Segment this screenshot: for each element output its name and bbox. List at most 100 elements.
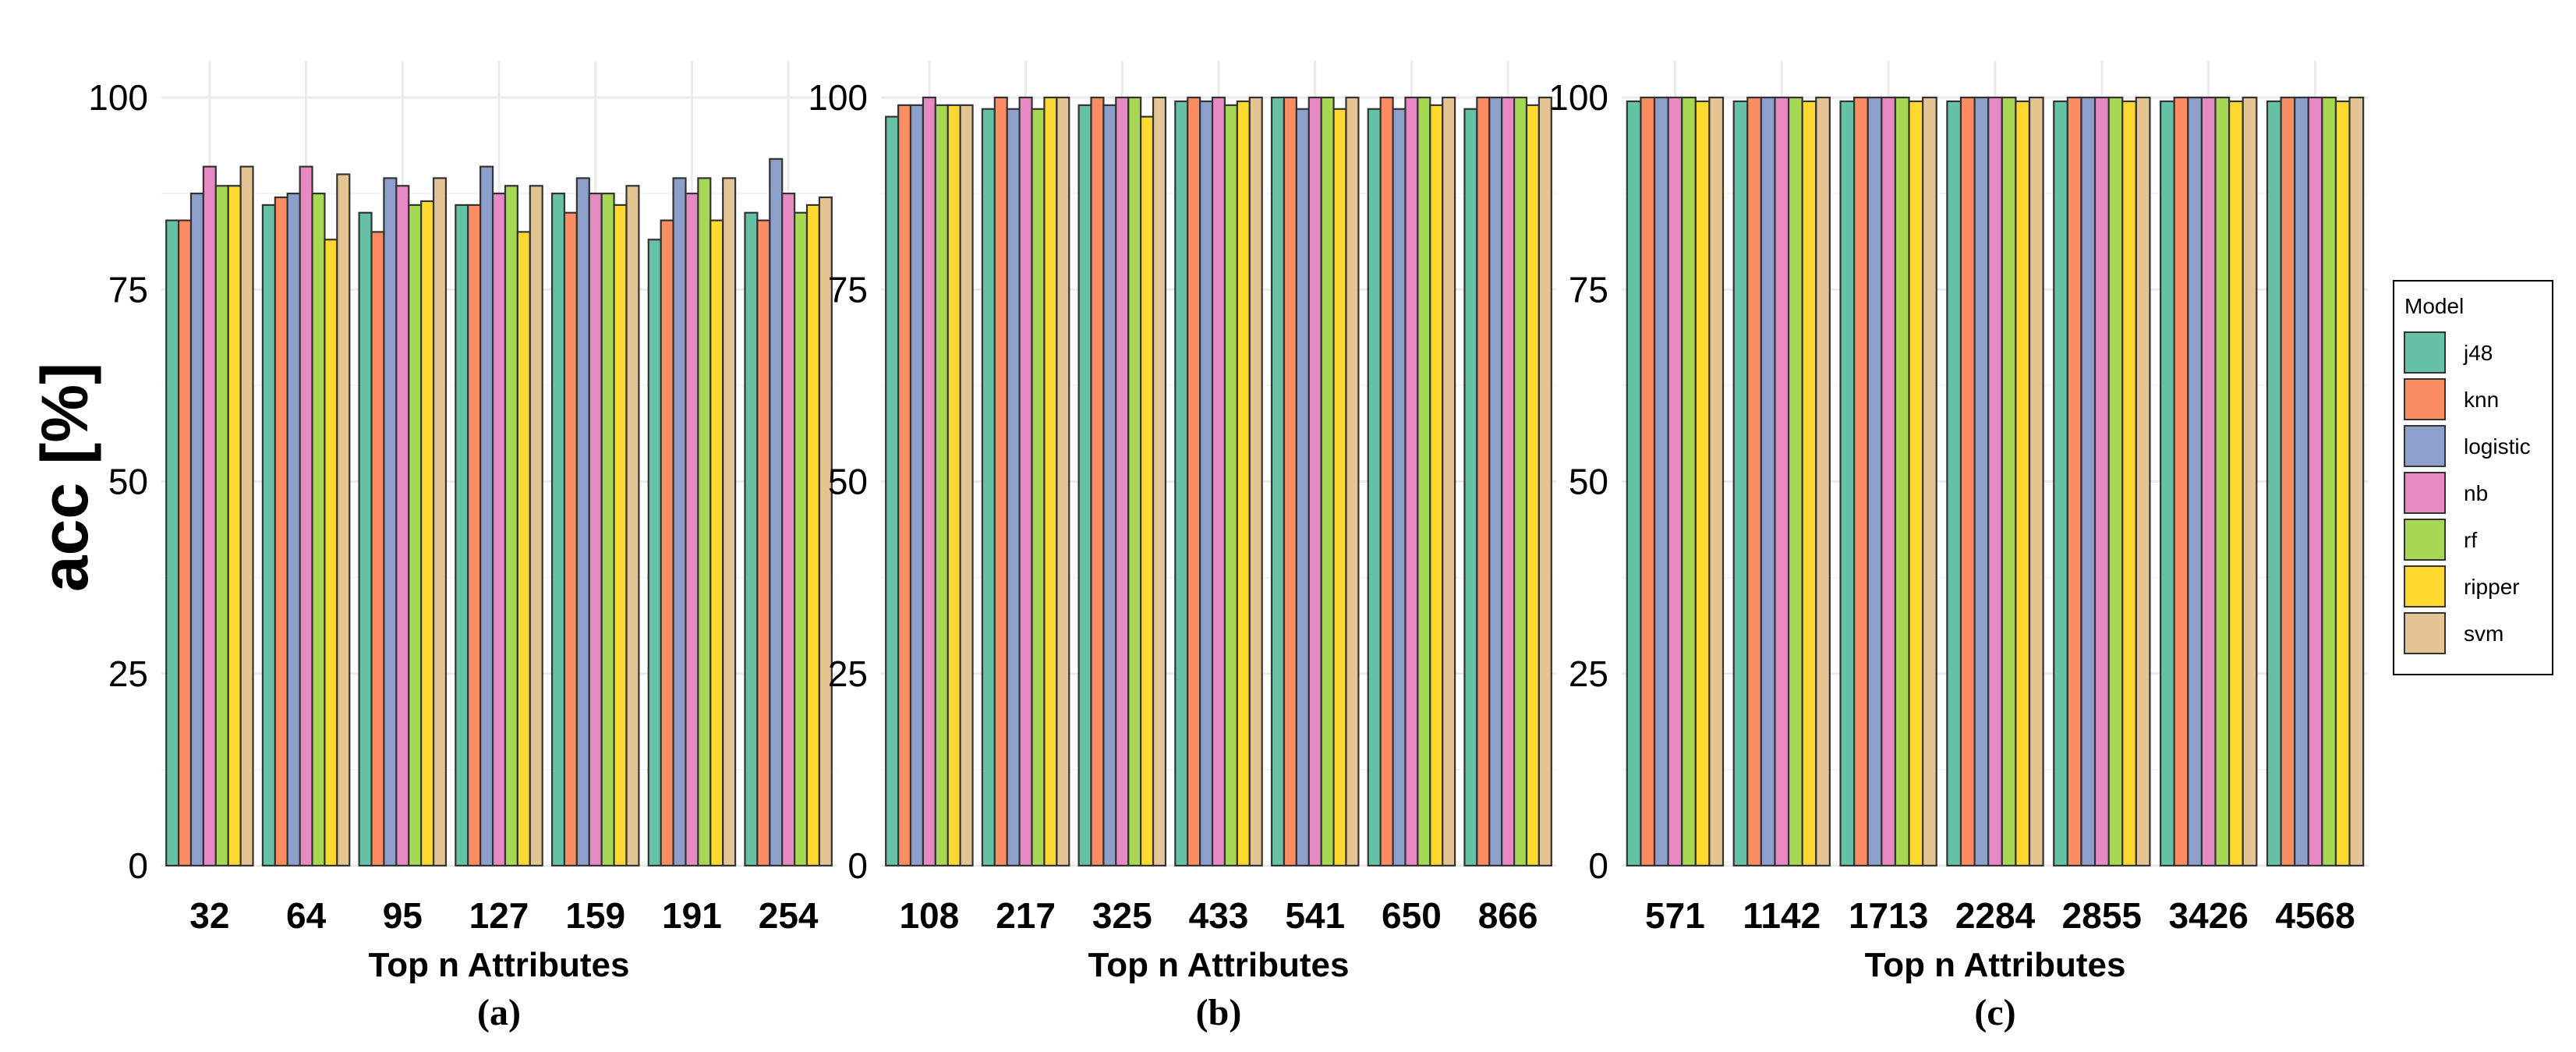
bar-nb-159 <box>588 193 603 867</box>
bar-knn-2284 <box>1959 96 1976 867</box>
legend-swatch-rf <box>2404 519 2446 561</box>
bar-ripper-108 <box>947 104 961 867</box>
bar-rf-325 <box>1127 96 1142 867</box>
bar-nb-571 <box>1667 96 1683 867</box>
x-tick-label: 159 <box>565 895 625 936</box>
x-tick-label: 433 <box>1189 895 1249 936</box>
bars <box>1626 96 2365 867</box>
bar-nb-127 <box>491 193 507 867</box>
bar-ripper-541 <box>1332 108 1347 867</box>
y-tick-labels: 0 25 50 75 100 <box>88 77 148 886</box>
bar-logistic-866 <box>1488 96 1503 867</box>
bar-ripper-1142 <box>1801 100 1817 867</box>
bar-svm-159 <box>625 185 640 867</box>
bar-j48-1713 <box>1839 100 1856 867</box>
bar-svm-2855 <box>2135 96 2151 867</box>
bar-ripper-2284 <box>2015 100 2031 867</box>
x-tick-label: 866 <box>1478 895 1538 936</box>
bar-j48-2855 <box>2053 100 2068 867</box>
legend-label-j48: j48 <box>2463 341 2493 365</box>
bar-nb-325 <box>1115 96 1130 867</box>
x-axis-title: Top n Attributes <box>1088 946 1350 984</box>
bar-svm-4568 <box>2348 96 2365 867</box>
legend-label-rf: rf <box>2464 528 2477 552</box>
bar-knn-1142 <box>1746 96 1763 867</box>
bar-logistic-325 <box>1102 104 1117 867</box>
bar-j48-108 <box>885 115 900 867</box>
legend-label-ripper: ripper <box>2464 575 2520 599</box>
bar-j48-541 <box>1270 96 1286 867</box>
bar-ripper-64 <box>324 239 338 867</box>
chart-panels: 0 25 50 75 100 32 64 95 127 159 191 254 Top n Attrib… <box>88 61 2369 1033</box>
bar-rf-254 <box>793 211 809 867</box>
bar-rf-191 <box>697 177 712 867</box>
bar-j48-254 <box>744 211 759 867</box>
bar-logistic-127 <box>479 165 494 867</box>
bar-ripper-3426 <box>2228 100 2244 867</box>
y-tick-labels: 0 25 50 75 100 <box>808 77 868 886</box>
bar-rf-159 <box>600 193 615 867</box>
bar-knn-2855 <box>2066 96 2082 867</box>
bar-svm-3426 <box>2242 96 2258 867</box>
bar-j48-32 <box>165 219 180 867</box>
x-tick-labels: 108 217 325 433 541 650 866 <box>899 895 1537 936</box>
y-tick-label: 75 <box>108 269 148 310</box>
bar-nb-254 <box>781 193 796 867</box>
bar-ripper-32 <box>227 185 242 867</box>
chart-panel-3: 0 25 50 75 100 571 1142 1713 2284 2855 3426 4568 Top… <box>1548 61 2369 1033</box>
bar-svm-1142 <box>1815 96 1831 867</box>
bar-rf-3426 <box>2214 96 2231 867</box>
bar-ripper-159 <box>613 204 628 867</box>
bar-rf-64 <box>311 193 326 867</box>
bar-nb-541 <box>1307 96 1322 867</box>
bar-nb-4568 <box>2307 96 2323 867</box>
legend-label-knn: knn <box>2464 388 2499 412</box>
bar-ripper-325 <box>1140 115 1155 867</box>
y-tick-label: 25 <box>108 654 148 694</box>
bar-knn-541 <box>1283 96 1297 867</box>
bar-j48-650 <box>1367 108 1382 867</box>
y-axis-title: acc [%] <box>28 363 101 592</box>
bar-svm-650 <box>1442 96 1456 867</box>
x-tick-label: 541 <box>1285 895 1345 936</box>
legend-label-svm: svm <box>2464 622 2503 646</box>
bar-knn-32 <box>177 219 193 867</box>
bar-ripper-1713 <box>1908 100 1924 867</box>
bar-logistic-254 <box>769 158 784 867</box>
bar-svm-191 <box>722 177 737 867</box>
bar-rf-2284 <box>2001 96 2017 867</box>
bar-nb-64 <box>299 165 313 867</box>
legend: Model j48 knn logistic nb rf ripper svm <box>2393 280 2553 675</box>
legend-swatch-ripper <box>2404 565 2446 607</box>
bar-knn-4568 <box>2280 96 2296 867</box>
bar-svm-32 <box>239 165 254 867</box>
bar-logistic-2855 <box>2080 96 2097 867</box>
bar-j48-4568 <box>2266 100 2282 867</box>
bar-j48-217 <box>981 108 996 867</box>
bar-nb-108 <box>922 96 936 867</box>
legend-swatch-knn <box>2404 378 2446 420</box>
bar-rf-1142 <box>1787 96 1803 867</box>
bar-logistic-433 <box>1199 100 1214 867</box>
y-tick-label: 0 <box>128 845 148 886</box>
bar-rf-571 <box>1681 96 1697 867</box>
legend-label-logistic: logistic <box>2464 434 2531 459</box>
y-tick-labels: 0 25 50 75 100 <box>1548 77 1608 886</box>
bar-knn-433 <box>1187 96 1201 867</box>
bar-logistic-191 <box>672 177 687 867</box>
y-tick-label: 0 <box>847 845 868 886</box>
bar-knn-650 <box>1379 96 1394 867</box>
bar-ripper-254 <box>805 204 821 867</box>
bar-nb-32 <box>202 165 217 867</box>
x-tick-label: 4568 <box>2275 895 2355 936</box>
x-tick-label: 108 <box>899 895 959 936</box>
bar-rf-108 <box>934 104 949 867</box>
bar-ripper-571 <box>1694 100 1711 867</box>
bar-svm-1713 <box>1922 96 1937 867</box>
bar-knn-571 <box>1640 96 1656 867</box>
legend-swatch-nb <box>2404 472 2446 514</box>
bar-logistic-650 <box>1392 108 1407 867</box>
legend-swatch-logistic <box>2404 425 2446 467</box>
bar-rf-32 <box>214 185 229 867</box>
